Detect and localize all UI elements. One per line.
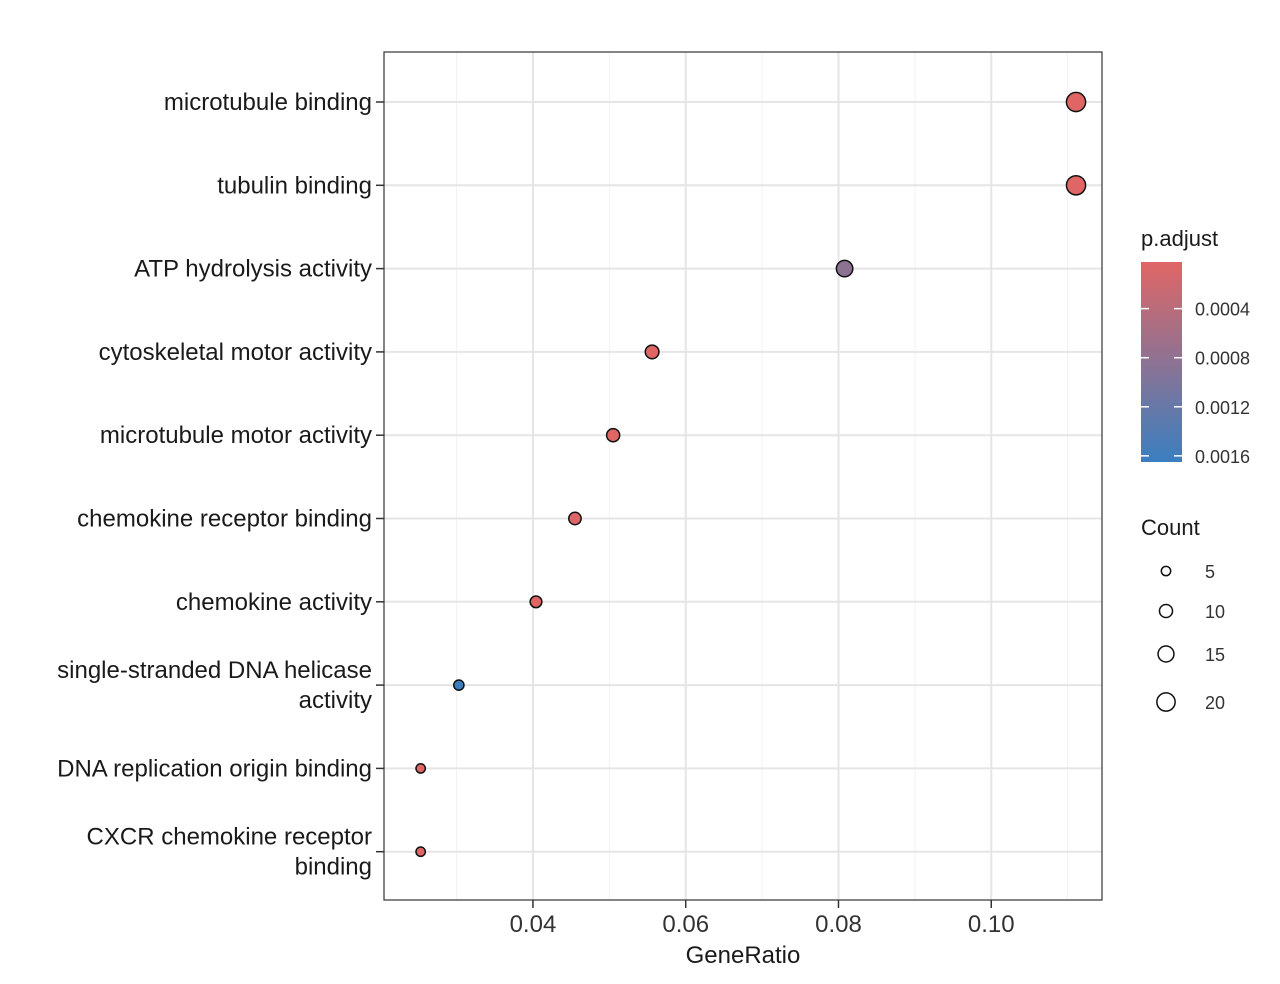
x-tick-label: 0.10 — [968, 911, 1015, 938]
data-point — [835, 259, 854, 278]
y-tick-label-line: activity — [299, 687, 372, 714]
color-legend-tick-label: 0.0016 — [1195, 447, 1250, 467]
color-legend: p.adjust 0.0004 0.0008 0.0012 0.0016 — [1141, 226, 1250, 467]
x-tick-label: 0.04 — [510, 911, 557, 938]
y-tick-label-line: binding — [295, 854, 372, 881]
size-legend-label: 10 — [1205, 602, 1225, 622]
y-tick-label-line: chemokine receptor binding — [77, 506, 372, 533]
data-point — [644, 344, 660, 360]
size-legend: Count 5 10 15 20 — [1141, 515, 1225, 713]
size-legend-key — [1156, 692, 1176, 712]
y-tick-label-line: tubulin binding — [217, 172, 372, 199]
y-tick-label: chemokine receptor binding — [77, 506, 372, 533]
color-legend-tick-label: 0.0012 — [1195, 398, 1250, 418]
size-legend-label: 5 — [1205, 562, 1215, 582]
y-tick-label-line: chemokine activity — [176, 589, 372, 616]
points-layer — [415, 91, 1087, 858]
size-legend-key — [1157, 645, 1175, 663]
data-point — [415, 762, 427, 774]
data-point — [1065, 91, 1087, 113]
size-legend-key — [1158, 603, 1174, 619]
y-tick-label-line: ATP hydrolysis activity — [134, 256, 372, 283]
y-tick-label-line: single-stranded DNA helicase — [57, 657, 372, 684]
y-tick-label: microtubule binding — [164, 89, 372, 116]
size-legend-label: 20 — [1205, 693, 1225, 713]
data-point — [568, 511, 582, 526]
y-tick-label-line: microtubule binding — [164, 89, 372, 116]
data-point — [453, 679, 465, 691]
y-tick-label: DNA replication origin binding — [57, 755, 372, 782]
color-legend-tick-label: 0.0004 — [1195, 300, 1250, 320]
y-tick-label: CXCR chemokine receptor binding — [87, 824, 372, 881]
color-legend-tick-label: 0.0008 — [1195, 349, 1250, 369]
data-point — [605, 427, 621, 443]
x-axis-title: GeneRatio — [686, 942, 801, 969]
y-tick-label: ATP hydrolysis activity — [134, 256, 372, 283]
color-legend-title: p.adjust — [1141, 226, 1218, 251]
grid-layer — [384, 52, 1102, 900]
y-tick-label-line: DNA replication origin binding — [57, 755, 372, 782]
plot-panel-border — [383, 51, 1103, 901]
y-tick-label: tubulin binding — [217, 172, 372, 199]
x-tick-label: 0.06 — [662, 911, 709, 938]
y-tick-label: chemokine activity — [176, 589, 372, 616]
data-point — [1065, 174, 1087, 196]
x-tick-label: 0.08 — [815, 911, 862, 938]
y-tick-label: cytoskeletal motor activity — [99, 339, 372, 366]
size-legend-title: Count — [1141, 515, 1200, 540]
y-tick-label-line: cytoskeletal motor activity — [99, 339, 372, 366]
size-legend-key — [1160, 565, 1172, 577]
data-point — [529, 595, 543, 609]
y-axis: microtubule binding tubulin binding ATP hy… — [57, 89, 384, 881]
y-tick-label: microtubule motor activity — [100, 422, 372, 449]
x-axis: 0.04 0.06 0.08 0.10 — [510, 900, 1015, 938]
data-point — [415, 846, 427, 858]
y-tick-label: single-stranded DNA helicase activity — [57, 657, 372, 714]
color-legend-bar — [1141, 262, 1182, 462]
y-tick-label-line: microtubule motor activity — [100, 422, 372, 449]
y-tick-label-line: CXCR chemokine receptor — [87, 824, 372, 851]
size-legend-label: 15 — [1205, 645, 1225, 665]
